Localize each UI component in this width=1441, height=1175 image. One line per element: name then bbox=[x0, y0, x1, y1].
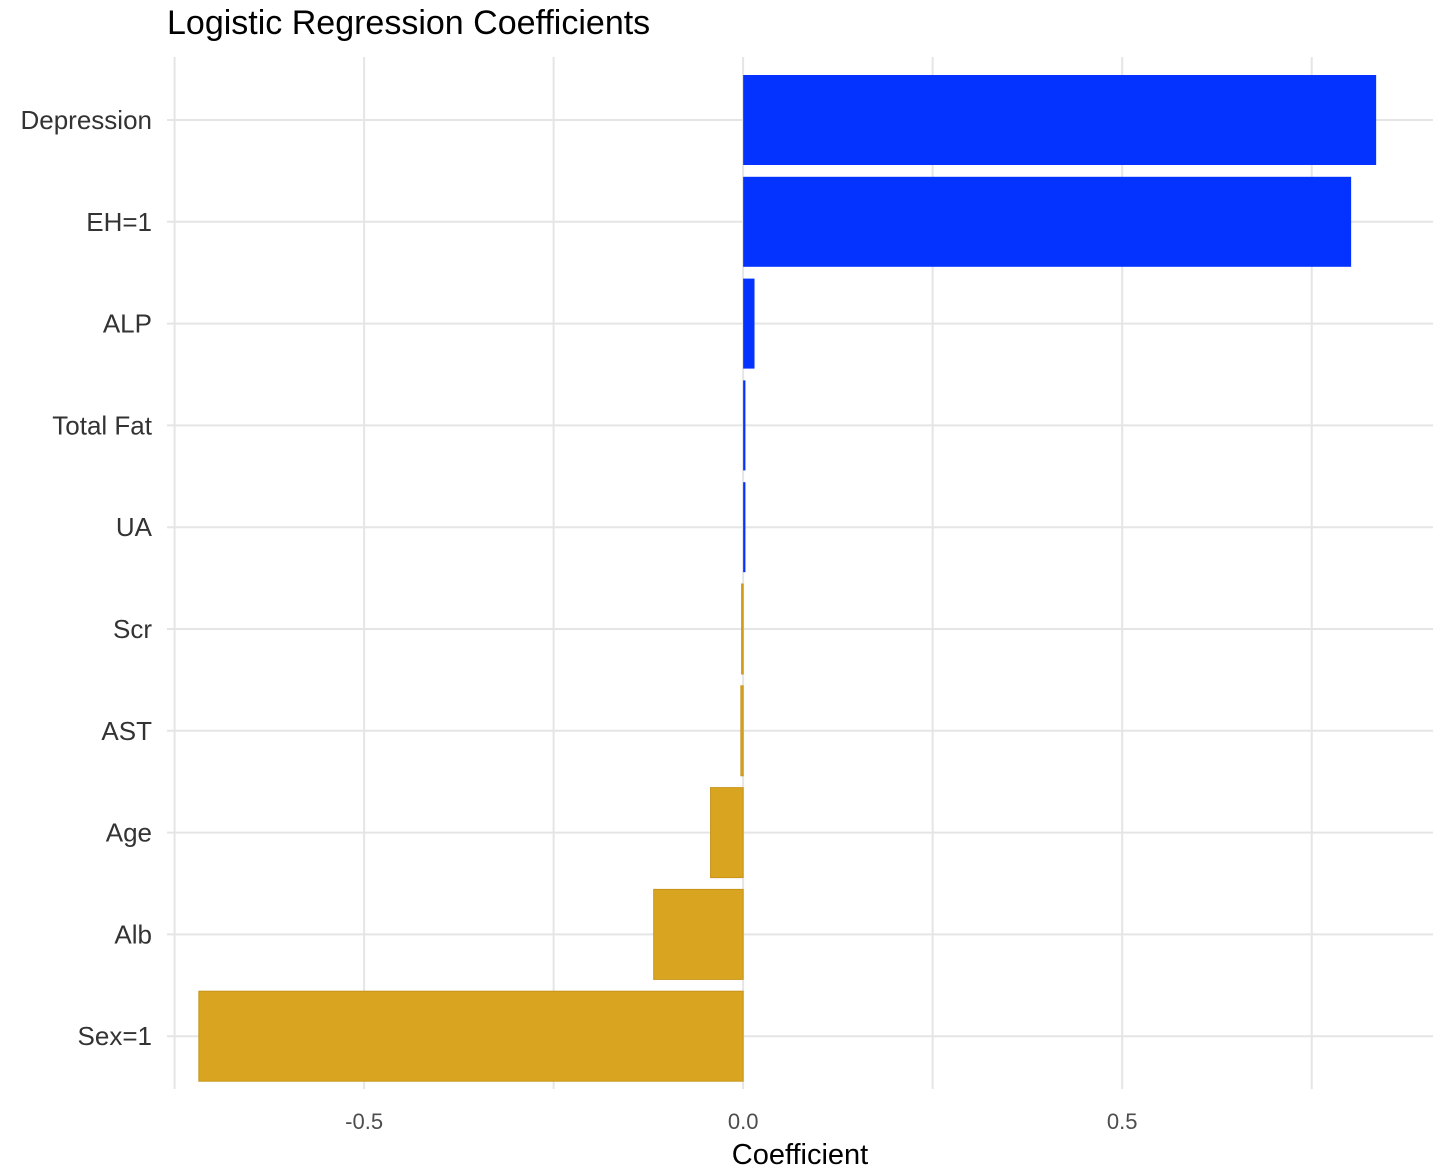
bar-ua bbox=[743, 482, 746, 573]
bar-total-fat bbox=[743, 380, 746, 471]
bar-age bbox=[710, 787, 744, 879]
bar-alb bbox=[653, 888, 744, 980]
x-axis-title: Coefficient bbox=[732, 1139, 869, 1171]
x-tick-label: -0.5 bbox=[345, 1109, 383, 1134]
y-tick-label: UA bbox=[116, 512, 153, 542]
x-tick-label: 0.0 bbox=[728, 1109, 759, 1134]
y-tick-label: EH=1 bbox=[86, 207, 152, 237]
bar-eh-1 bbox=[743, 176, 1352, 267]
y-tick-label: Depression bbox=[20, 105, 152, 135]
y-tick-label: ALP bbox=[103, 309, 152, 339]
bar-alp bbox=[743, 278, 755, 369]
y-tick-label: Age bbox=[106, 818, 152, 848]
bar-depression bbox=[743, 75, 1377, 165]
y-tick-label: Sex=1 bbox=[78, 1021, 152, 1051]
x-axis-labels: -0.5 0.0 0.5 bbox=[345, 1109, 1137, 1134]
y-tick-label: Scr bbox=[113, 614, 152, 644]
y-tick-label: AST bbox=[101, 716, 152, 746]
bar-sex-1 bbox=[198, 990, 744, 1082]
y-axis-labels: Depression EH=1 ALP Total Fat UA Scr AST Age Alb… bbox=[20, 105, 152, 1051]
chart-title: Logistic Regression Coefficients bbox=[167, 4, 650, 42]
bars bbox=[198, 75, 1377, 1082]
y-tick-label: Alb bbox=[114, 919, 152, 949]
x-tick-label: 0.5 bbox=[1107, 1109, 1138, 1134]
bar-ast bbox=[740, 685, 744, 777]
bar-scr bbox=[741, 583, 744, 675]
y-tick-label: Total Fat bbox=[52, 410, 152, 440]
